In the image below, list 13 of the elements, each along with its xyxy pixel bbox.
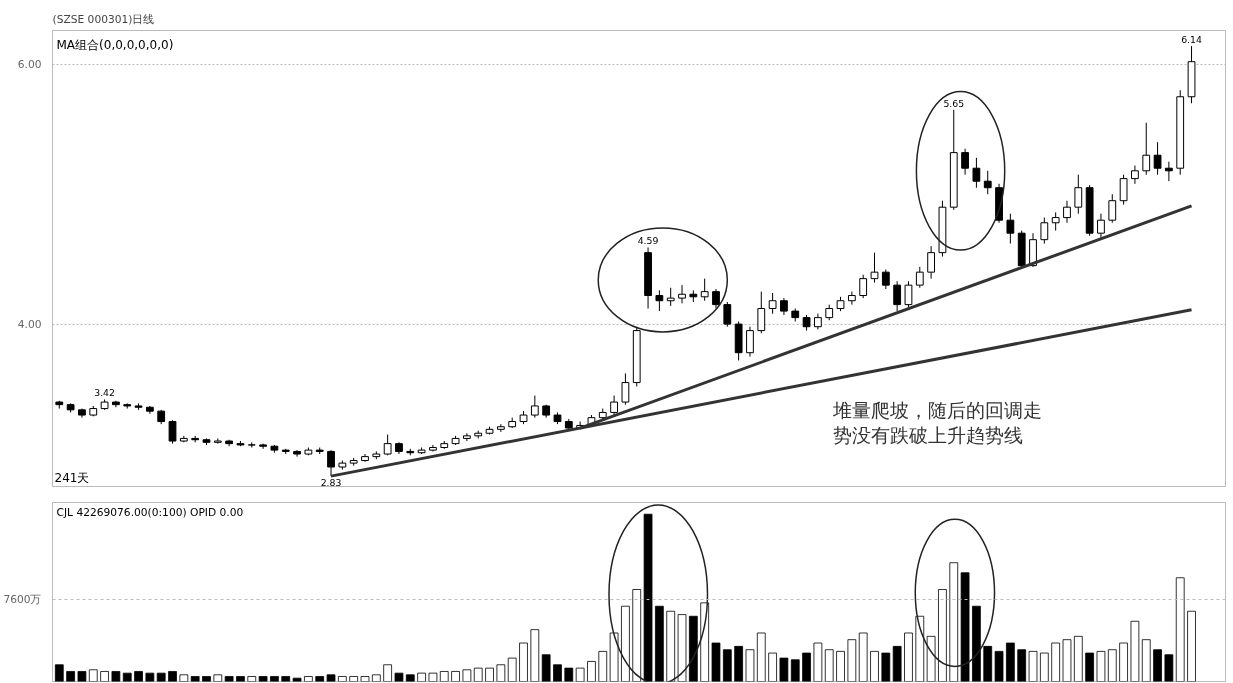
ref-line-label: 7600万 [3, 593, 42, 607]
annotation: 2.83 [320, 477, 342, 489]
annotation: 3.42 [94, 387, 115, 399]
annotation: CJL 42269076.00(0:100) OPID 0.00 [56, 505, 244, 519]
annotation: 4.59 [637, 235, 659, 247]
annotation: 堆量爬坡，随后的回调走势没有跌破上升趋势线 [831, 400, 1042, 447]
annotation: 6.14 [1181, 34, 1202, 46]
annotation: 241天 [54, 470, 90, 485]
y-tick-label: 4.00 [17, 318, 42, 332]
annotation: 5.65 [943, 97, 965, 109]
chart-title: (SZSE 000301)日线 [52, 12, 155, 26]
y-tick-label: 6.00 [17, 58, 42, 72]
annotation: MA组合(0,0,0,0,0,0) [56, 37, 174, 52]
